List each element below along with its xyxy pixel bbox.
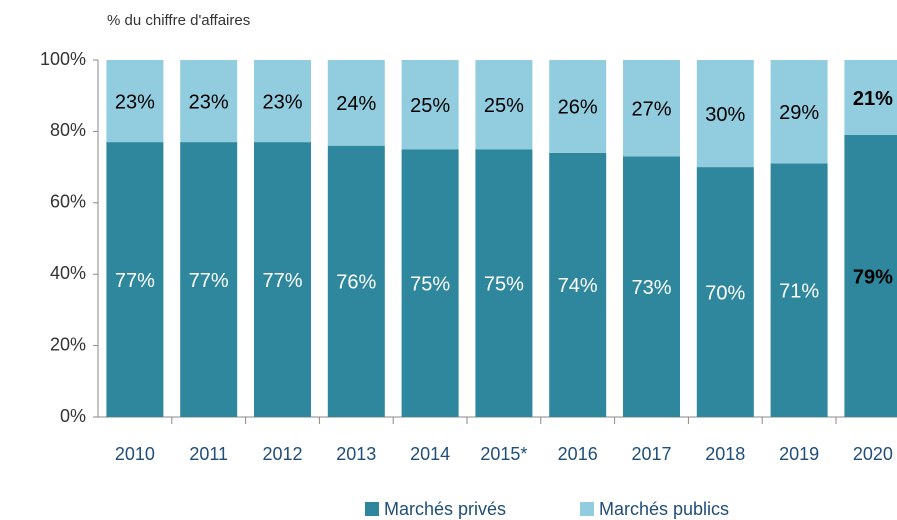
x-tick-label: 2018 xyxy=(705,444,745,464)
x-tick-label: 2019 xyxy=(779,444,819,464)
data-label: 23% xyxy=(262,91,302,113)
x-tick-label: 2013 xyxy=(336,444,376,464)
bar-segment xyxy=(844,134,897,417)
axis-title: % du chiffre d'affaires xyxy=(107,12,250,29)
bar-segment xyxy=(623,60,680,157)
bar-segment xyxy=(106,60,164,143)
data-label: 77% xyxy=(115,270,155,292)
bar-segment xyxy=(549,152,607,417)
y-tick-label: 80% xyxy=(50,120,86,140)
bar-segment xyxy=(549,60,607,153)
y-tick-label: 20% xyxy=(50,334,86,354)
y-tick-label: 0% xyxy=(60,406,86,426)
data-label: 77% xyxy=(189,270,229,292)
bar-segment xyxy=(254,142,311,418)
data-label: 75% xyxy=(410,273,450,295)
data-label: 24% xyxy=(336,93,376,115)
data-label: 21% xyxy=(853,88,893,110)
data-label: 23% xyxy=(115,91,155,113)
x-tick-label: 2011 xyxy=(189,444,228,464)
data-label: 79% xyxy=(853,266,893,288)
data-label: 73% xyxy=(631,277,671,299)
legend-swatch xyxy=(580,502,594,516)
data-label: 26% xyxy=(558,97,598,119)
bar-segment xyxy=(106,142,164,418)
bar-segment xyxy=(401,149,459,417)
legend-label: Marchés privés xyxy=(384,499,506,519)
bar-segment xyxy=(844,60,897,135)
x-tick-label: 2015* xyxy=(480,444,527,464)
x-tick-label: 2020 xyxy=(853,444,893,464)
bar-segment xyxy=(475,149,533,417)
x-tick-label: 2016 xyxy=(558,444,598,464)
data-label: 71% xyxy=(779,281,819,303)
legend-label: Marchés publics xyxy=(599,499,729,519)
bar-segment xyxy=(401,60,459,150)
data-label: 29% xyxy=(779,102,819,124)
bar-segment xyxy=(770,163,828,417)
legend-swatch xyxy=(365,502,379,516)
data-label: 74% xyxy=(558,275,598,297)
data-label: 25% xyxy=(484,95,524,117)
y-tick-label: 40% xyxy=(50,263,86,283)
bar-segment xyxy=(770,60,828,164)
y-tick-label: 100% xyxy=(40,49,86,69)
bar-segment xyxy=(254,60,311,143)
bar-segment xyxy=(475,60,533,150)
x-tick-label: 2014 xyxy=(410,444,450,464)
bar-segment xyxy=(180,142,238,418)
data-label: 30% xyxy=(705,104,745,126)
data-label: 77% xyxy=(262,270,302,292)
y-tick-label: 60% xyxy=(50,192,86,212)
x-tick-label: 2017 xyxy=(631,444,671,464)
x-tick-label: 2010 xyxy=(115,444,155,464)
data-label: 75% xyxy=(484,273,524,295)
bar-segment xyxy=(327,145,385,417)
bar-segment xyxy=(623,156,680,417)
data-label: 76% xyxy=(336,272,376,294)
data-label: 25% xyxy=(410,95,450,117)
bar-segment xyxy=(696,167,754,417)
data-label: 27% xyxy=(631,98,671,120)
x-tick-label: 2012 xyxy=(262,444,302,464)
bar-segment xyxy=(180,60,238,143)
data-label: 70% xyxy=(705,282,745,304)
data-label: 23% xyxy=(189,91,229,113)
bar-segment xyxy=(327,60,385,146)
bar-segment xyxy=(696,60,754,168)
